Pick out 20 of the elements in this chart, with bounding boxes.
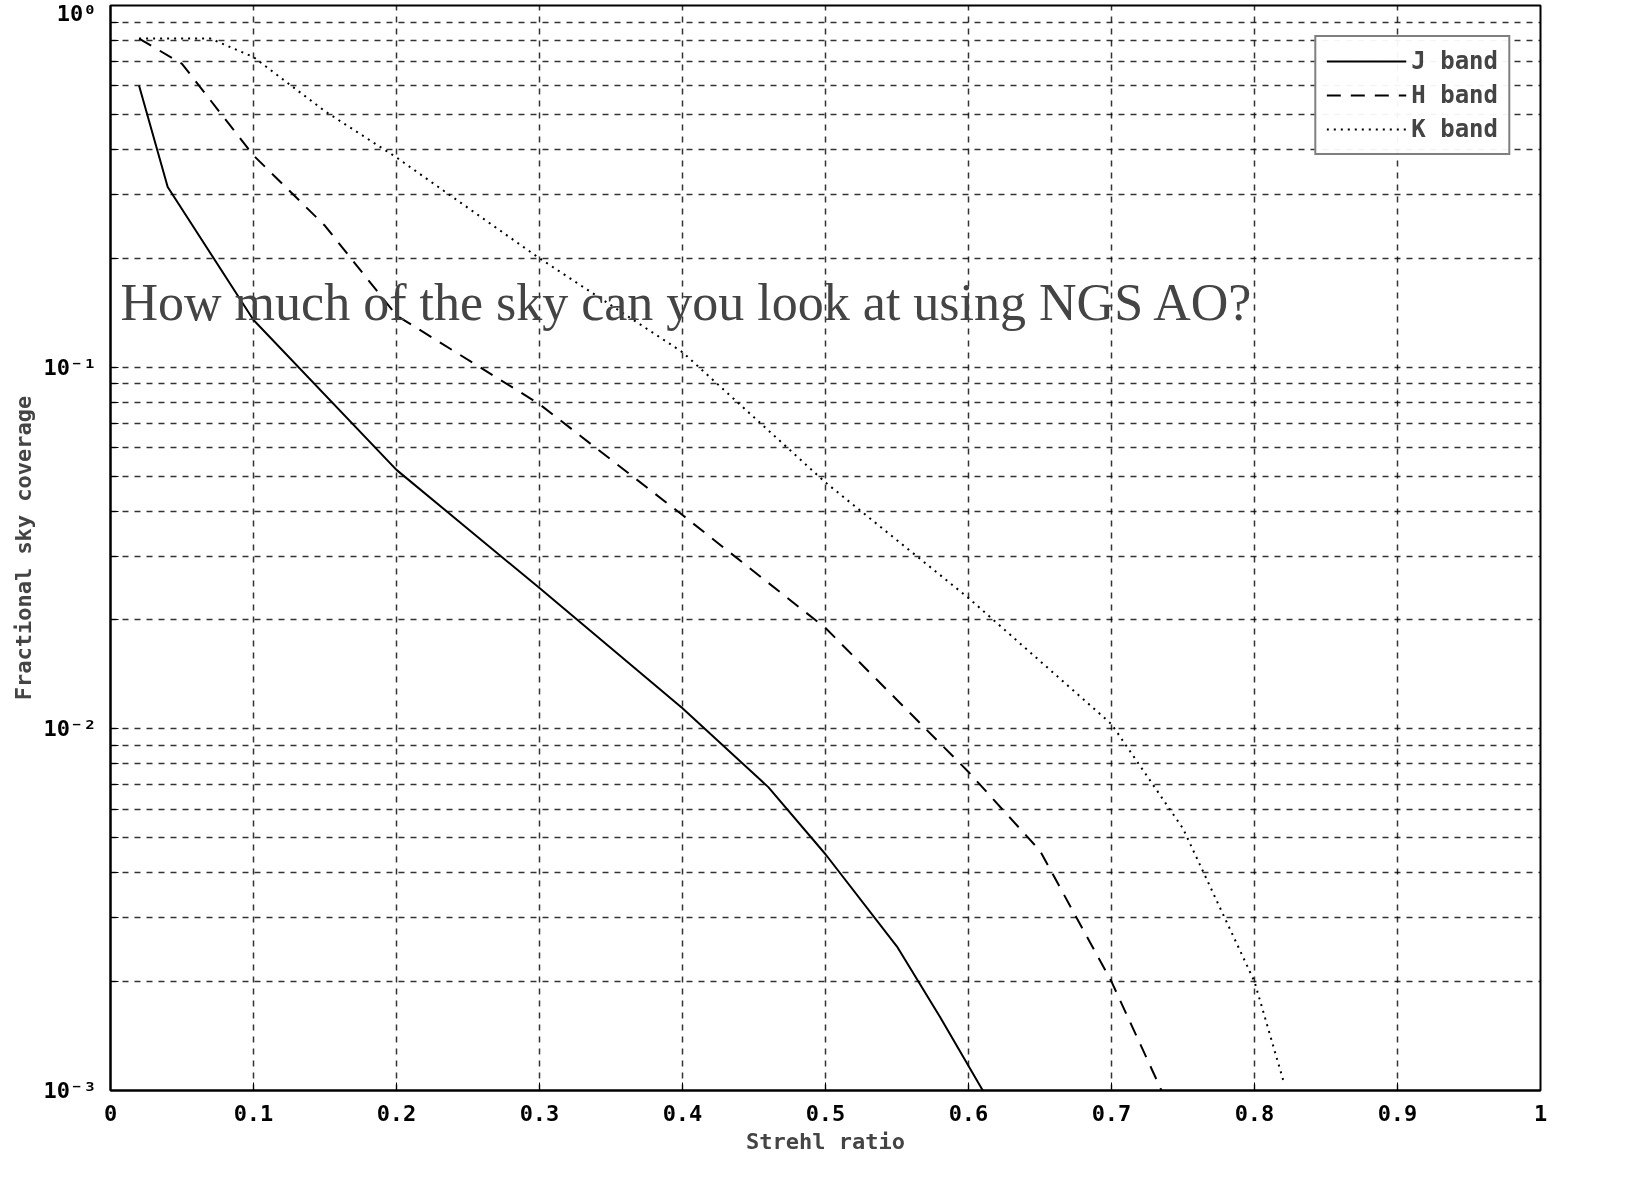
- x-tick-label: 0.5: [805, 1100, 846, 1126]
- x-tick-label: 1: [1533, 1100, 1548, 1126]
- x-tick-label: 0.8: [1234, 1100, 1275, 1126]
- y-axis-title: Fractional sky coverage: [10, 395, 36, 701]
- x-tick-label: 0.9: [1377, 1100, 1418, 1126]
- legend-label: H band: [1411, 81, 1498, 109]
- x-tick-label: 0.1: [233, 1100, 274, 1126]
- x-tick-label: 0.3: [519, 1100, 560, 1126]
- x-axis-title: Strehl ratio: [746, 1128, 905, 1154]
- y-tick-label: 10⁻¹: [43, 354, 97, 380]
- legend-label: J band: [1411, 47, 1498, 75]
- x-tick-label: 0.2: [376, 1100, 417, 1126]
- x-tick-label: 0.4: [662, 1100, 703, 1126]
- x-tick-label: 0.7: [1091, 1100, 1132, 1126]
- x-tick-label: 0.6: [948, 1100, 989, 1126]
- x-tick-label: 0: [103, 1100, 118, 1126]
- legend-label: K band: [1411, 115, 1498, 143]
- y-tick-label: 10⁻²: [43, 716, 97, 742]
- y-tick-label: 10⁰: [56, 0, 97, 26]
- y-tick-label: 10⁻³: [43, 1078, 97, 1103]
